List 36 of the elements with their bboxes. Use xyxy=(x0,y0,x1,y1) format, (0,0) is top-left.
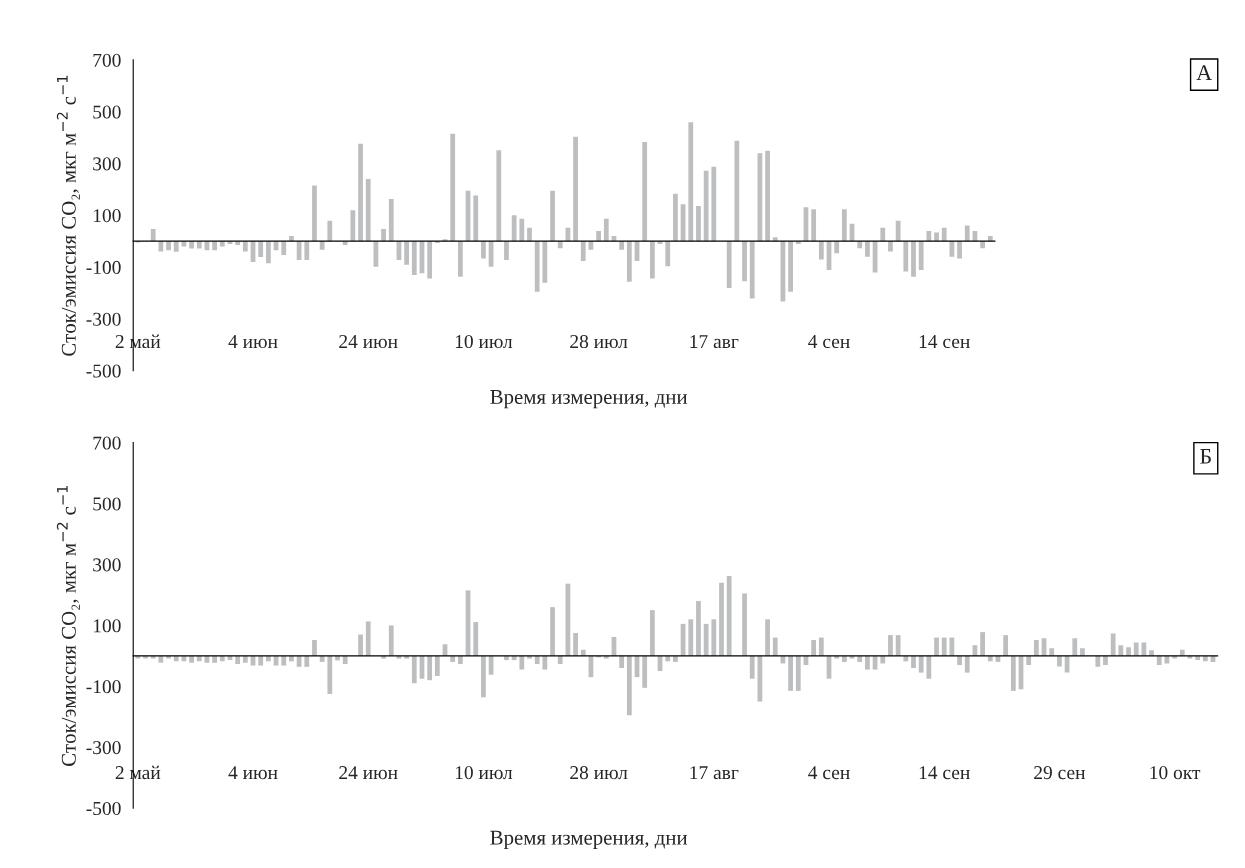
y-tick-label: 300 xyxy=(93,157,121,171)
x-tick-label: 4 июн xyxy=(228,766,278,780)
x-tick-label: 28 июл xyxy=(570,334,628,349)
x-tick-label: 14 сен xyxy=(919,335,970,349)
x-tick-label: 24 июн xyxy=(339,766,398,780)
y-axis-title: Сток/эмиссия CO₂, мкг м$^{−2}$ с$^{−1}$ xyxy=(56,485,80,766)
x-axis-title: Время измерения, дни xyxy=(490,390,688,409)
x-tick-label: 24 июн xyxy=(339,335,398,349)
x-axis-title: Время измерения, дни xyxy=(490,830,688,849)
y-tick-label: 700 xyxy=(93,436,121,450)
y-tick-label: -500 xyxy=(86,801,121,816)
y-axis-title: Сток/эмиссия CO₂, мкг м$^{−2}$ с$^{−1}$ xyxy=(56,75,80,356)
x-tick-label: 28 июл xyxy=(570,766,628,780)
y-tick-label: 700 xyxy=(93,53,121,67)
x-tick-label: 29 сен xyxy=(1034,766,1086,780)
y-tick-label: -300 xyxy=(86,312,121,326)
annotation: Б xyxy=(1200,449,1211,464)
y-tick-label: -100 xyxy=(86,260,121,274)
y-tick-label: 500 xyxy=(93,497,121,511)
x-tick-label: 14 сен xyxy=(919,766,970,780)
x-tick-label: 17 авг xyxy=(690,335,739,349)
x-tick-label: 10 окт xyxy=(1150,766,1201,780)
x-tick-label: 4 сен xyxy=(808,766,850,780)
y-tick-label: 100 xyxy=(93,209,121,223)
x-tick-label: 4 июн xyxy=(228,335,278,349)
y-tick-label: -100 xyxy=(86,680,121,694)
x-tick-label: 4 сен xyxy=(808,335,850,349)
y-tick-label: -500 xyxy=(86,364,121,378)
y-tick-label: -300 xyxy=(86,741,121,755)
y-tick-label: 500 xyxy=(93,105,121,119)
x-tick-label: 17 авг xyxy=(690,766,739,780)
x-tick-label: 10 июл xyxy=(455,334,513,349)
y-tick-label: 100 xyxy=(93,619,121,633)
y-tick-label: 300 xyxy=(93,558,121,572)
x-tick-label: 10 июл xyxy=(455,766,513,780)
text: А xyxy=(1196,65,1213,80)
